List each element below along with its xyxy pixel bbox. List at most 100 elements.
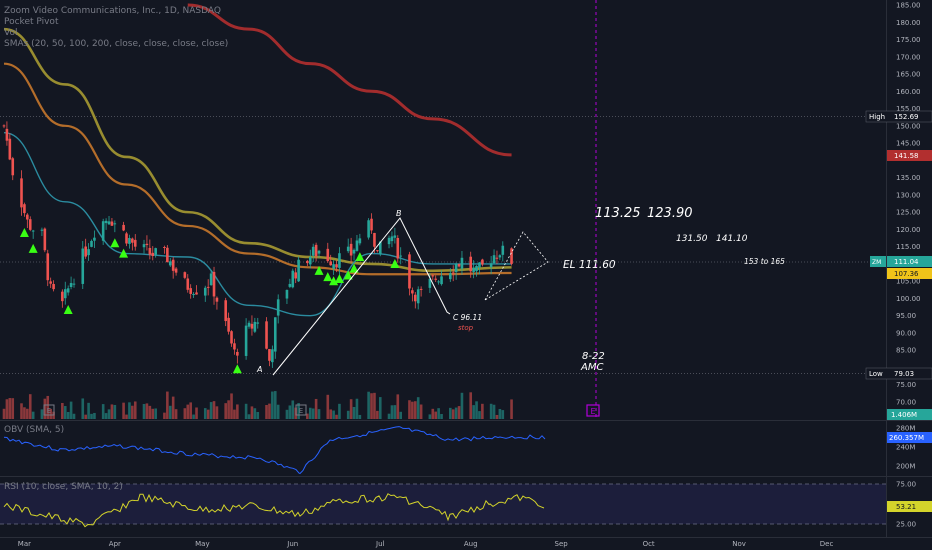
volume-bar (227, 400, 230, 419)
sma200-line (187, 3, 512, 157)
pattern-point-b: B (396, 209, 402, 218)
legend-rsi[interactable]: RSI (10, close, SMA, 10, 2) (4, 482, 123, 492)
candle-body (431, 275, 435, 277)
chart-title[interactable]: Zoom Video Communications, Inc., 1D, NAS… (4, 6, 221, 16)
candle-body (396, 237, 400, 259)
volume-bar (393, 405, 397, 419)
candle-body (195, 292, 198, 295)
candle-body (148, 247, 152, 255)
obv-tag-value: 260.357M (889, 434, 924, 442)
volume-bar (49, 408, 52, 419)
earnings-marker-upcoming[interactable] (586, 404, 600, 417)
volume-bar (352, 406, 356, 419)
candle-body (308, 256, 312, 265)
price-tick-label: 85.00 (896, 347, 916, 355)
price-tick-label: 125.00 (896, 209, 921, 217)
volume-bar (396, 394, 400, 419)
candle-body (408, 254, 411, 289)
volume-bar (297, 402, 300, 419)
candle-body (373, 232, 376, 247)
sma100-tag-value: 107.36 (894, 270, 919, 278)
price-tick-label: 70.00 (896, 399, 916, 407)
volume-bar (440, 414, 443, 419)
candle-body (460, 257, 464, 269)
volume-bar (469, 392, 473, 419)
volume-bar (478, 411, 481, 419)
earnings-marker-past-label: E (47, 407, 51, 415)
candle-body (90, 240, 93, 247)
candle-body (481, 259, 484, 265)
legend-obv[interactable]: OBV (SMA, 5) (4, 425, 64, 435)
volume-bar (495, 414, 499, 419)
volume-bar (61, 402, 64, 419)
volume-bar (154, 408, 157, 419)
candle-body (297, 259, 300, 282)
volume-bar (244, 403, 248, 419)
time-tick-label: Oct (643, 540, 655, 548)
candle-body (346, 246, 350, 252)
rsi-tick-label: 25.00 (896, 521, 916, 529)
volume-bar (133, 401, 137, 419)
time-tick-label: Sep (555, 540, 569, 548)
earnings-marker-past[interactable] (295, 404, 307, 416)
volume-bar (373, 392, 376, 419)
volume-bar (335, 414, 338, 419)
earnings-marker-upcoming-label: E (590, 407, 595, 416)
candle-body (107, 221, 111, 225)
volume-bar (46, 395, 50, 419)
candle-body (367, 220, 370, 238)
volume-bar (113, 404, 117, 419)
obv-axis[interactable]: 280M 240M 200M (896, 425, 915, 471)
candle-body (256, 322, 260, 324)
candle-body (349, 243, 353, 256)
price-pane[interactable] (0, 0, 886, 420)
price-tick-label: 150.00 (896, 122, 921, 130)
candle-body (306, 260, 309, 264)
triangle-pattern[interactable] (484, 231, 549, 301)
candle-body (84, 246, 87, 257)
earnings-marker-past[interactable] (43, 404, 55, 416)
candle-body (81, 248, 85, 284)
candle-body (166, 247, 169, 263)
pattern-point-a: A (256, 365, 262, 374)
volume-bar (206, 409, 210, 419)
candle-body (317, 250, 321, 254)
candle-body (288, 283, 292, 287)
last-price-tag[interactable] (887, 256, 932, 267)
volume-bar (148, 405, 152, 419)
legend-pocket-pivot[interactable]: Pocket Pivot (4, 17, 59, 27)
time-axis[interactable]: Mar Apr May Jun Jul Aug Sep Oct Nov Dec (18, 540, 834, 548)
candle-body (230, 331, 233, 344)
obv-line (3, 426, 546, 475)
earnings-time-note: AMC (580, 362, 603, 373)
legend-smas[interactable]: SMAs (20, 50, 100, 200, close, close, cl… (4, 39, 228, 49)
legend-volume[interactable]: Vol (4, 28, 17, 38)
volume-bar (224, 403, 227, 419)
volume-bar (166, 391, 169, 419)
volume-bar (247, 414, 251, 419)
volume-bar (411, 401, 414, 419)
price-axis[interactable]: 185.00 180.00 175.00 170.00 165.00 160.00 155.… (896, 2, 921, 407)
candle-body (472, 267, 475, 272)
candle-body (125, 233, 128, 244)
candle-body (399, 255, 403, 257)
candle-body (128, 238, 131, 244)
candle-body (495, 257, 499, 259)
volume-bar (203, 408, 207, 419)
volume-bar (271, 391, 274, 419)
candle-body (291, 270, 295, 288)
volume-bar (236, 404, 239, 419)
volume-bar (81, 398, 85, 419)
candle-body (52, 284, 55, 290)
price-tick-label: 120.00 (896, 226, 921, 234)
candle-body (174, 268, 178, 273)
target-141: 141.10 (716, 234, 748, 244)
candle-body (370, 218, 373, 231)
candle-body (215, 297, 219, 302)
sma20-line (3, 132, 512, 317)
abc-pattern-line[interactable] (272, 217, 451, 376)
volume-bar (93, 412, 96, 419)
obv-pane[interactable] (0, 421, 886, 476)
candle-body (11, 158, 15, 176)
